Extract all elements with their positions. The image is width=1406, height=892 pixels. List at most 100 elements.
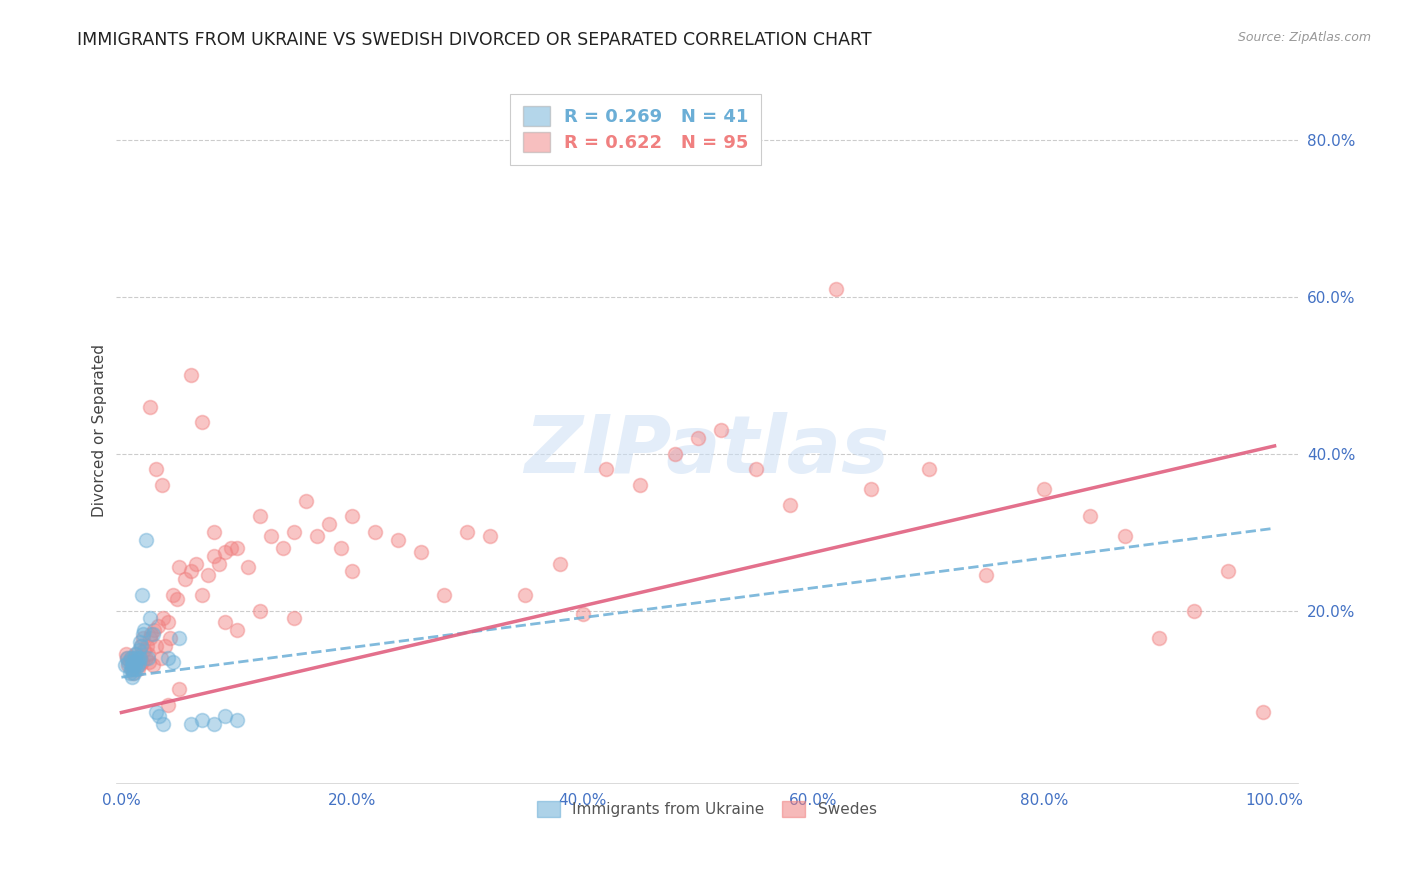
Point: [513, 588, 536, 602]
Point: [124, 647, 146, 661]
Point: [238, 560, 260, 574]
Point: [710, 423, 733, 437]
Point: [128, 650, 150, 665]
Point: [1149, 631, 1171, 645]
Point: [156, 698, 179, 712]
Point: [283, 611, 305, 625]
Point: [150, 478, 173, 492]
Point: [139, 400, 162, 414]
Point: [149, 650, 172, 665]
Point: [779, 498, 801, 512]
Point: [202, 717, 225, 731]
Point: [120, 650, 142, 665]
Point: [121, 658, 143, 673]
Point: [411, 545, 433, 559]
Point: [155, 639, 177, 653]
Point: [571, 607, 593, 622]
Legend: Immigrants from Ukraine, Swedes: Immigrants from Ukraine, Swedes: [529, 794, 884, 825]
Point: [595, 462, 617, 476]
Point: [117, 655, 139, 669]
Point: [340, 509, 363, 524]
Point: [122, 666, 145, 681]
Point: [145, 706, 167, 720]
Point: [118, 666, 141, 681]
Point: [1114, 529, 1136, 543]
Point: [214, 615, 236, 630]
Point: [131, 588, 153, 602]
Point: [129, 639, 152, 653]
Point: [202, 525, 225, 540]
Point: [131, 655, 153, 669]
Point: [121, 670, 143, 684]
Point: [686, 431, 709, 445]
Point: [249, 603, 271, 617]
Point: [138, 655, 160, 669]
Point: [124, 650, 146, 665]
Point: [479, 529, 502, 543]
Point: [197, 568, 219, 582]
Point: [186, 557, 208, 571]
Point: [145, 639, 167, 653]
Point: [132, 627, 155, 641]
Point: [136, 647, 159, 661]
Point: [128, 635, 150, 649]
Point: [132, 631, 155, 645]
Point: [135, 639, 157, 653]
Point: [128, 642, 150, 657]
Point: [167, 631, 190, 645]
Point: [180, 717, 202, 731]
Point: [825, 282, 848, 296]
Point: [283, 525, 305, 540]
Point: [974, 568, 997, 582]
Point: [225, 541, 247, 555]
Point: [122, 655, 145, 669]
Point: [125, 662, 148, 676]
Point: [307, 529, 329, 543]
Y-axis label: Divorced or Separated: Divorced or Separated: [93, 343, 107, 516]
Point: [1078, 509, 1101, 524]
Point: [128, 658, 150, 673]
Point: [127, 650, 149, 665]
Point: [134, 623, 156, 637]
Point: [191, 714, 214, 728]
Point: [148, 619, 170, 633]
Point: [364, 525, 387, 540]
Point: [1251, 706, 1274, 720]
Point: [219, 541, 242, 555]
Point: [214, 545, 236, 559]
Point: [122, 662, 145, 676]
Point: [128, 655, 150, 669]
Point: [148, 709, 170, 723]
Point: [134, 642, 156, 657]
Point: [114, 658, 136, 673]
Text: Source: ZipAtlas.com: Source: ZipAtlas.com: [1237, 31, 1371, 45]
Point: [249, 509, 271, 524]
Point: [664, 447, 686, 461]
Point: [115, 650, 138, 665]
Point: [142, 623, 165, 637]
Point: [167, 560, 190, 574]
Point: [129, 639, 152, 653]
Point: [156, 615, 179, 630]
Point: [162, 655, 184, 669]
Point: [744, 462, 766, 476]
Point: [548, 557, 571, 571]
Point: [180, 565, 202, 579]
Point: [141, 627, 163, 641]
Point: [120, 662, 142, 676]
Point: [115, 647, 138, 661]
Point: [433, 588, 456, 602]
Point: [135, 650, 157, 665]
Point: [117, 658, 139, 673]
Point: [180, 368, 202, 383]
Point: [122, 666, 145, 681]
Point: [340, 565, 363, 579]
Point: [208, 557, 231, 571]
Point: [387, 533, 409, 547]
Point: [225, 714, 247, 728]
Point: [318, 517, 340, 532]
Point: [214, 709, 236, 723]
Point: [260, 529, 283, 543]
Point: [115, 650, 138, 665]
Point: [120, 650, 142, 665]
